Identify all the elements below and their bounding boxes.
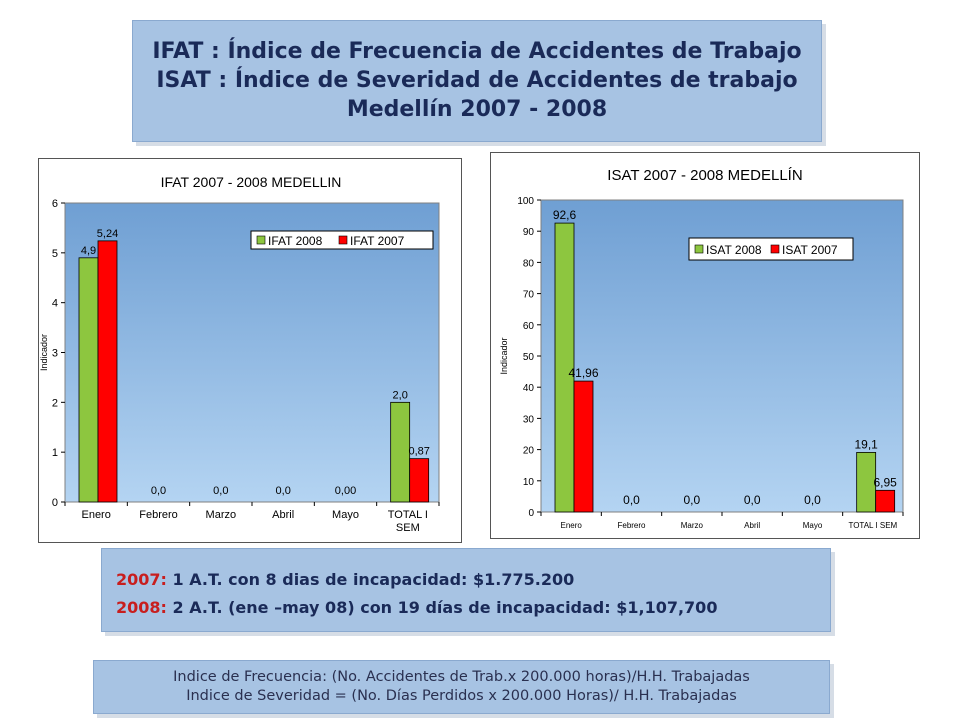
data-label: 0,00 — [335, 485, 356, 497]
bar-2007 — [573, 380, 594, 513]
y-axis-label: Indicador — [499, 337, 509, 374]
formula-severidad: Indice de Severidad = (No. Días Perdidos… — [186, 688, 737, 704]
x-category-label: Febrero — [617, 521, 646, 530]
summary-text-2008: 2 A.T. (ene –may 08) con 19 días de inca… — [166, 598, 718, 617]
isat-chart-svg: ISAT 2007 - 2008 MEDELLÍN 0 10 20 30 40 50 60 70… — [499, 167, 904, 530]
y-tick-label: 3 — [52, 348, 58, 360]
y-tick-label: 60 — [523, 321, 535, 332]
y-tick-label: 4 — [52, 298, 58, 310]
y-tick-label: 0 — [52, 497, 58, 509]
summary-year-2008: 2008: — [116, 598, 167, 617]
data-label: 19,1 — [854, 437, 878, 451]
data-label: 92,6 — [553, 208, 577, 222]
data-label: 6,95 — [873, 475, 897, 489]
y-tick-label: 30 — [523, 414, 535, 425]
x-category-label: Enero — [81, 509, 110, 521]
data-label: 0,0 — [804, 493, 821, 507]
y-tick-label: 5 — [52, 248, 58, 260]
y-tick-label: 40 — [523, 383, 535, 394]
title-line-city: Medellín 2007 - 2008 — [346, 97, 608, 122]
x-category-label: Marzo — [206, 509, 237, 521]
data-label: 4,9 — [81, 245, 96, 257]
data-label: 0,0 — [151, 485, 166, 497]
y-tick-label: 1 — [52, 447, 58, 459]
ifat-chart-svg: IFAT 2007 - 2008 MEDELLIN 0 1 2 3 4 5 6 Indicado… — [39, 174, 440, 534]
x-category-label: Abril — [272, 509, 294, 521]
y-tick-label: 70 — [523, 290, 535, 301]
data-label: 0,87 — [408, 446, 429, 458]
formula-banner: Indice de Frecuencia: (No. Accidentes de… — [93, 660, 830, 714]
bar-2008 — [856, 452, 877, 513]
x-category-label: TOTAL I — [388, 509, 428, 521]
isat-chart: ISAT 2007 - 2008 MEDELLÍN 0 10 20 30 40 50 60 70… — [490, 152, 920, 539]
legend-swatch-2008 — [256, 235, 266, 245]
chart-title: ISAT 2007 - 2008 MEDELLÍN — [607, 167, 802, 184]
summary-year-2007: 2007: — [116, 570, 167, 589]
chart-title: IFAT 2007 - 2008 MEDELLIN — [161, 174, 342, 190]
data-label: 0,0 — [213, 485, 228, 497]
legend-label-2008: IFAT 2008 — [268, 234, 323, 248]
accidents-summary-banner: 2007: 1 A.T. con 8 dias de incapacidad: … — [101, 548, 831, 632]
bar-2007 — [409, 458, 430, 503]
bar-2008 — [390, 401, 411, 503]
bar-2008 — [78, 257, 99, 503]
plot-area — [64, 202, 440, 503]
title-line-ifat: IFAT : Índice de Frecuencia de Accidente… — [152, 39, 802, 64]
data-label: 0,0 — [276, 485, 291, 497]
x-category-label: Marzo — [681, 521, 704, 530]
y-tick-label: 0 — [528, 508, 534, 519]
data-label: 5,24 — [97, 228, 118, 240]
y-axis-label: Indicador — [39, 334, 49, 371]
x-category-label: Febrero — [139, 509, 178, 521]
y-tick-label: 90 — [523, 227, 535, 238]
data-label: 41,96 — [568, 366, 598, 380]
x-category-label: SEM — [396, 522, 420, 534]
summary-text-2007: 1 A.T. con 8 dias de incapacidad: $1.775… — [166, 570, 575, 589]
x-category-label: Mayo — [803, 521, 823, 530]
title-line-isat: ISAT : Índice de Severidad de Accidentes… — [156, 68, 798, 93]
legend-label-2007: IFAT 2007 — [350, 234, 405, 248]
data-label: 2,0 — [393, 389, 408, 401]
legend-swatch-2008 — [694, 244, 704, 254]
x-category-label: Mayo — [332, 509, 359, 521]
summary-row-2007: 2007: 1 A.T. con 8 dias de incapacidad: … — [116, 570, 574, 589]
x-category-label: Enero — [560, 521, 582, 530]
legend-swatch-2007 — [770, 244, 780, 254]
x-category-label: Abril — [744, 521, 760, 530]
data-label: 0,0 — [623, 493, 640, 507]
data-label: 0,0 — [744, 493, 761, 507]
formula-frecuencia: Indice de Frecuencia: (No. Accidentes de… — [173, 669, 750, 685]
ifat-chart: IFAT 2007 - 2008 MEDELLIN 0 1 2 3 4 5 6 Indicado… — [38, 158, 462, 543]
title-banner: IFAT : Índice de Frecuencia de Accidente… — [132, 20, 822, 142]
bar-2007 — [875, 489, 896, 513]
bar-2007 — [97, 240, 118, 503]
y-tick-label: 2 — [52, 397, 58, 409]
legend-swatch-2007 — [338, 235, 348, 245]
y-tick-label: 50 — [523, 352, 535, 363]
y-tick-label: 80 — [523, 258, 535, 269]
x-category-label: TOTAL I SEM — [848, 521, 897, 530]
y-tick-label: 6 — [52, 198, 58, 210]
y-tick-label: 20 — [523, 446, 535, 457]
data-label: 0,0 — [683, 493, 700, 507]
y-tick-label: 100 — [517, 196, 534, 207]
summary-row-2008: 2008: 2 A.T. (ene –may 08) con 19 días d… — [116, 598, 717, 617]
legend-label-2008: ISAT 2008 — [706, 243, 762, 257]
y-tick-label: 10 — [523, 477, 535, 488]
legend-label-2007: ISAT 2007 — [782, 243, 838, 257]
bar-2008 — [554, 222, 575, 513]
